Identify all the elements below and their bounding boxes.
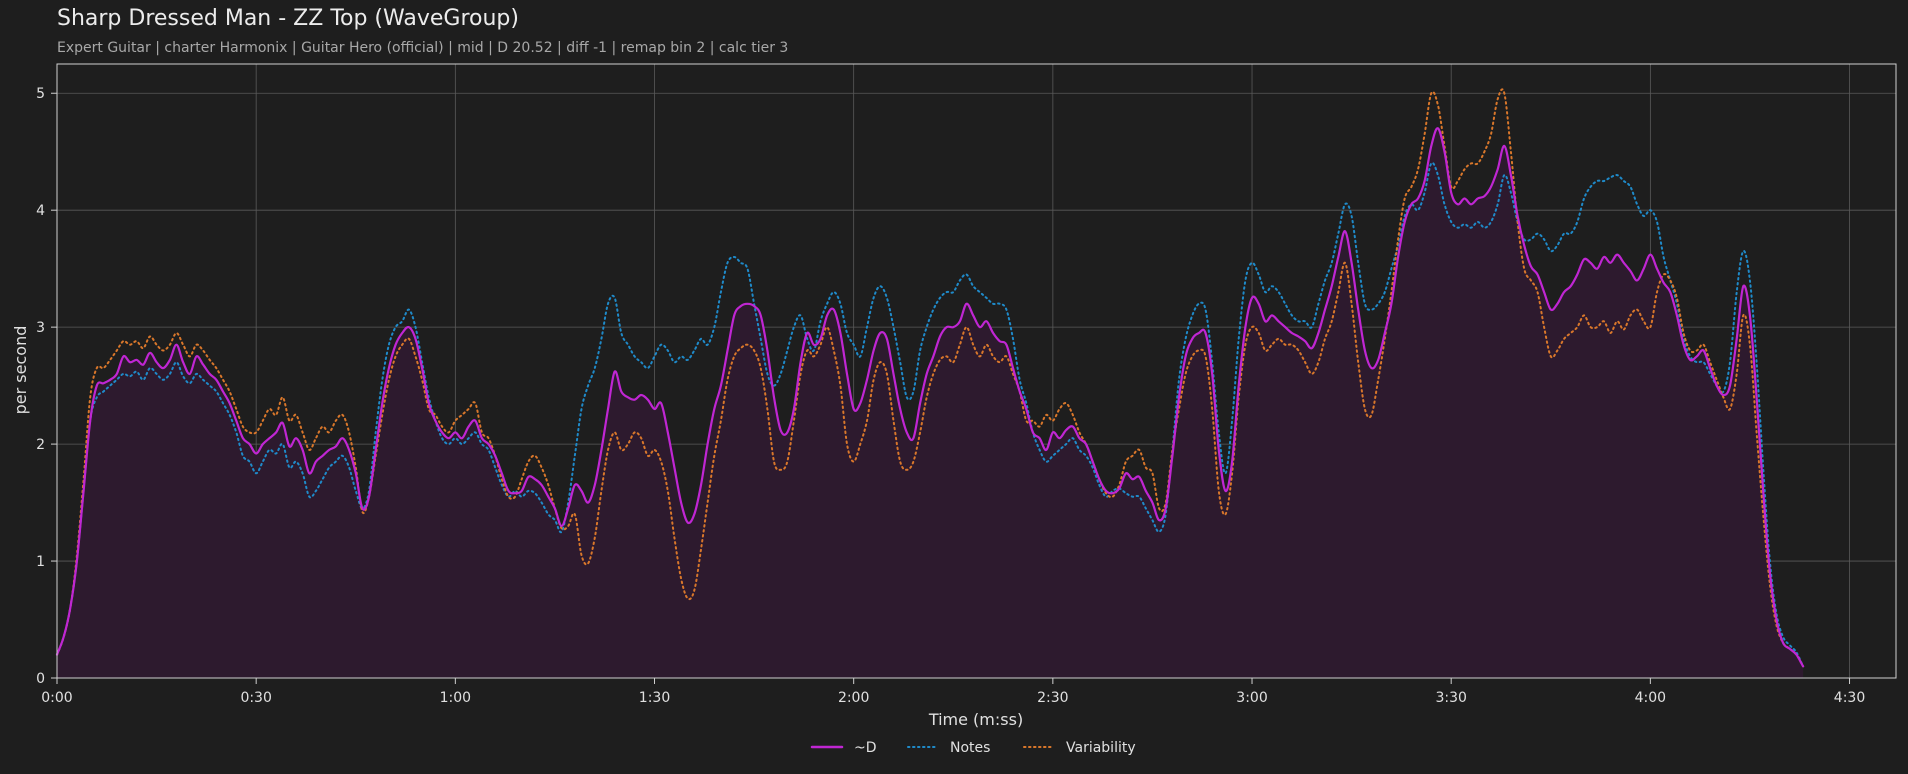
x-tick-label: 0:30 bbox=[240, 690, 271, 706]
x-tick-label: 2:30 bbox=[1037, 690, 1068, 706]
legend-label: Notes bbox=[950, 740, 990, 756]
series-line-d bbox=[55, 127, 1805, 668]
y-tick-label: 5 bbox=[36, 86, 45, 102]
y-tick-label: 2 bbox=[36, 437, 45, 453]
chart-subtitle: Expert Guitar | charter Harmonix | Guita… bbox=[57, 40, 789, 56]
tick-labels: 0:00 0:30 1:00 1:30 2:00 2:30 3:00 3:30 4:00 4:30… bbox=[36, 86, 1865, 706]
y-tick-label: 1 bbox=[36, 554, 45, 570]
legend: ~D Notes Variability bbox=[810, 740, 1136, 756]
x-tick-label: 4:30 bbox=[1834, 690, 1865, 706]
series-line-variability bbox=[56, 88, 1805, 668]
x-tick-label: 2:00 bbox=[838, 690, 869, 706]
series-lines bbox=[55, 88, 1805, 668]
x-axis-label: Time (m:ss) bbox=[928, 710, 1023, 729]
x-tick-label: 1:30 bbox=[639, 690, 670, 706]
d-area-fill bbox=[57, 128, 1804, 678]
legend-label: Variability bbox=[1066, 740, 1136, 756]
x-tick-label: 3:00 bbox=[1236, 690, 1267, 706]
x-tick-label: 0:00 bbox=[41, 690, 72, 706]
y-axis-label: per second bbox=[11, 326, 30, 415]
d-area bbox=[57, 128, 1804, 678]
x-tick-label: 4:00 bbox=[1635, 690, 1666, 706]
plot-frame bbox=[56, 63, 1897, 679]
series-line-notes bbox=[56, 161, 1805, 668]
y-tick-label: 3 bbox=[36, 320, 45, 336]
x-tick-label: 1:00 bbox=[440, 690, 471, 706]
y-tick-label: 0 bbox=[36, 671, 45, 687]
x-tick-label: 3:30 bbox=[1435, 690, 1466, 706]
axes bbox=[51, 63, 1897, 684]
y-tick-label: 4 bbox=[36, 203, 45, 219]
legend-label: ~D bbox=[854, 740, 877, 756]
chart-title: Sharp Dressed Man - ZZ Top (WaveGroup) bbox=[57, 6, 519, 31]
